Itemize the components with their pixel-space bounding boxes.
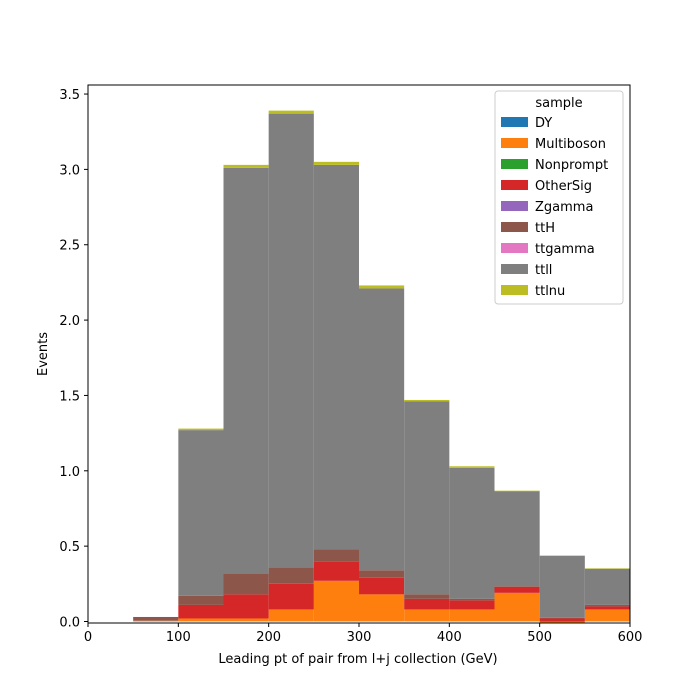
bar-ttll-bin-8	[449, 467, 495, 599]
bar-ttlnu-bin-8	[449, 466, 495, 468]
bar-tth-bin-2	[178, 595, 224, 605]
bar-tth-bin-5	[313, 549, 359, 562]
legend-swatch-nonprompt	[501, 159, 528, 169]
legend: sample DY Multiboson Nonprompt OtherSig Zgamm…	[494, 90, 624, 305]
bar-tth-bin-3	[223, 573, 269, 595]
bar-tth-bin-11	[584, 604, 630, 607]
y-tick-label: 3.0	[59, 163, 80, 178]
bar-ttll-bin-4	[268, 113, 314, 568]
legend-entry-nonprompt: Nonprompt	[535, 158, 608, 173]
axes-layer: 0 100 200 300 400 500 600 0.0 0.5 1.0 1.5 2.0 2.5 3.0…	[59, 84, 643, 645]
bar-ttll-bin-9	[494, 491, 540, 587]
bar-ttlnu-bin-7	[404, 399, 450, 402]
legend-swatch-ttgamma	[501, 243, 528, 253]
x-tick-label: 0	[84, 630, 92, 645]
bar-othersig-bin-5	[313, 561, 359, 581]
bar-multiboson-bin-8	[449, 609, 495, 622]
legend-entry-othersig: OtherSig	[535, 179, 592, 194]
bar-multiboson-bin-7	[404, 609, 450, 622]
bar-ttll-bin-5	[313, 164, 359, 550]
bar-multiboson-bin-3	[223, 618, 269, 622]
bar-multiboson-bin-9	[494, 592, 540, 622]
legend-entry-ttll: ttll	[535, 263, 552, 278]
bar-othersig-bin-2	[178, 604, 224, 619]
bar-multiboson-bin-5	[313, 580, 359, 622]
bar-tth-bin-1	[133, 616, 179, 621]
bar-ttll-bin-7	[404, 401, 450, 595]
bar-ttlnu-bin-10	[539, 555, 585, 556]
x-tick-label: 400	[437, 630, 462, 645]
y-tick-label: 2.0	[59, 314, 80, 329]
legend-swatch-dy	[501, 117, 528, 127]
bar-multiboson-bin-1	[133, 620, 179, 622]
bar-ttlnu-bin-6	[359, 285, 405, 289]
bar-othersig-bin-6	[359, 577, 405, 595]
bar-tth-bin-8	[449, 598, 495, 601]
x-tick-label: 100	[166, 630, 191, 645]
legend-swatch-tth	[501, 222, 528, 232]
y-tick-label: 3.5	[59, 88, 80, 103]
bar-othersig-bin-10	[539, 618, 585, 622]
bar-tth-bin-7	[404, 594, 450, 599]
legend-swatch-othersig	[501, 180, 528, 190]
bar-ttll-bin-3	[223, 167, 269, 574]
bar-tth-bin-6	[359, 570, 405, 578]
x-tick-label: 200	[256, 630, 281, 645]
y-tick-label: 1.5	[59, 389, 80, 404]
bar-multiboson-bin-10	[539, 621, 585, 623]
bar-multiboson-bin-6	[359, 594, 405, 622]
bar-ttll-bin-2	[178, 430, 224, 596]
y-tick-label: 0.0	[59, 615, 80, 630]
bar-multiboson-bin-4	[268, 609, 314, 622]
bar-othersig-bin-9	[494, 586, 540, 593]
y-tick-label: 0.5	[59, 540, 80, 555]
bar-ttll-bin-10	[539, 555, 585, 618]
bar-othersig-bin-3	[223, 594, 269, 619]
x-tick-label: 500	[527, 630, 552, 645]
bar-multiboson-bin-11	[584, 609, 630, 622]
bar-othersig-bin-7	[404, 598, 450, 610]
legend-entry-ttgamma: ttgamma	[535, 242, 595, 257]
legend-swatch-ttll	[501, 264, 528, 274]
bars-layer	[133, 110, 630, 623]
bar-ttlnu-bin-11	[584, 568, 630, 569]
bar-ttll-bin-6	[359, 288, 405, 571]
bar-tth-bin-9	[494, 586, 540, 587]
y-tick-label: 1.0	[59, 465, 80, 480]
bar-tth-bin-4	[268, 567, 314, 584]
bar-ttlnu-bin-2	[178, 428, 224, 431]
legend-title: sample	[535, 96, 582, 111]
bar-othersig-bin-8	[449, 600, 495, 610]
bar-othersig-bin-11	[584, 606, 630, 610]
bar-ttll-bin-11	[584, 568, 630, 605]
y-axis-label: Events	[36, 332, 51, 376]
bar-multiboson-bin-2	[178, 618, 224, 622]
legend-entry-zgamma: Zgamma	[535, 200, 593, 215]
bar-ttlnu-bin-3	[223, 164, 269, 168]
legend-swatch-multiboson	[501, 138, 528, 148]
bar-tth-bin-10	[539, 617, 585, 619]
bar-ttlnu-bin-5	[313, 161, 359, 165]
y-tick-label: 2.5	[59, 239, 80, 254]
legend-swatch-ttlnu	[501, 285, 528, 295]
legend-entry-ttlnu: ttlnu	[535, 284, 565, 299]
bar-ttlnu-bin-9	[494, 490, 540, 492]
bar-othersig-bin-4	[268, 583, 314, 610]
bar-ttlnu-bin-4	[268, 110, 314, 114]
x-tick-label: 600	[618, 630, 643, 645]
x-tick-label: 300	[347, 630, 372, 645]
legend-swatch-zgamma	[501, 201, 528, 211]
legend-entry-tth: ttH	[535, 221, 555, 236]
x-axis-label: Leading pt of pair from l+j collection (…	[218, 652, 497, 667]
legend-entry-multiboson: Multiboson	[535, 137, 606, 152]
legend-entry-dy: DY	[535, 116, 552, 131]
